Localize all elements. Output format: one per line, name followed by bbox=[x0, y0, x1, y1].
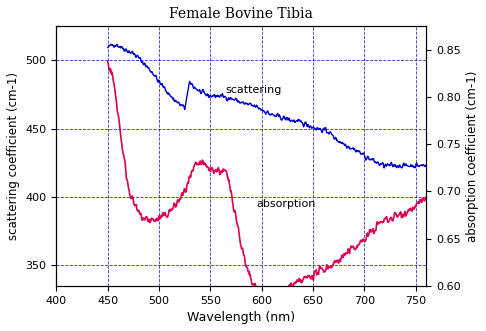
Y-axis label: scattering coefficient (cm-1): scattering coefficient (cm-1) bbox=[7, 72, 20, 240]
Text: absorption: absorption bbox=[257, 199, 316, 209]
Title: Female Bovine Tibia: Female Bovine Tibia bbox=[169, 7, 313, 21]
Y-axis label: absorption coefficient (cm-1): absorption coefficient (cm-1) bbox=[466, 71, 479, 242]
X-axis label: Wavelength (nm): Wavelength (nm) bbox=[187, 311, 295, 324]
Text: scattering: scattering bbox=[226, 85, 282, 95]
